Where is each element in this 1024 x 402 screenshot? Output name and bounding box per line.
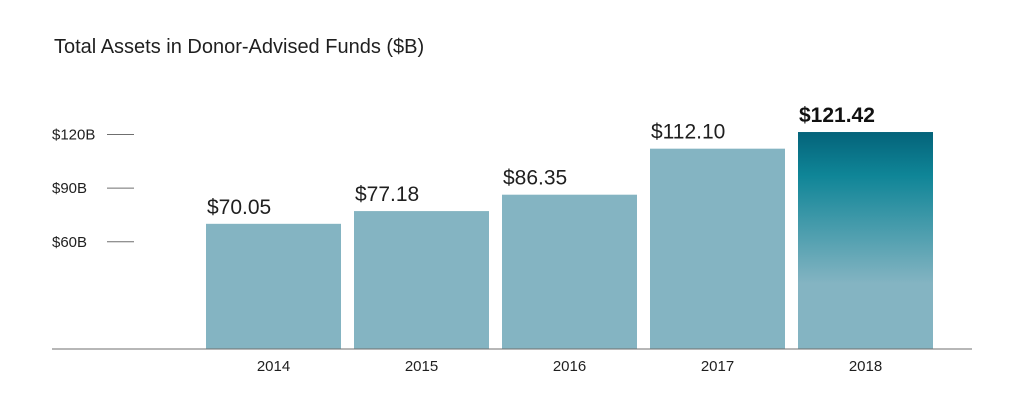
y-tick-label: $60B bbox=[52, 234, 87, 251]
bar-2014 bbox=[206, 223, 341, 349]
x-tick-label: 2014 bbox=[257, 358, 290, 375]
bar-2016 bbox=[502, 194, 637, 349]
x-tick-label: 2016 bbox=[553, 358, 586, 375]
y-tick-label: $120B bbox=[52, 127, 95, 144]
x-tick-label: 2017 bbox=[701, 358, 734, 375]
bar-value-label: $121.42 bbox=[799, 104, 875, 127]
bar-value-label: $112.10 bbox=[651, 121, 725, 144]
y-axis: $60B $90B $120B bbox=[52, 127, 134, 251]
x-axis: 2014 2015 2016 2017 2018 bbox=[52, 348, 972, 375]
bar-2015 bbox=[354, 211, 489, 349]
bars: $70.05 $77.18 $86.35 $112.10 $121.42 bbox=[206, 104, 933, 349]
bar-value-label: $86.35 bbox=[503, 167, 567, 190]
bar-2018 bbox=[798, 132, 933, 349]
chart-title: Total Assets in Donor-Advised Funds ($B) bbox=[54, 36, 425, 58]
x-tick-label: 2015 bbox=[405, 358, 438, 375]
y-tick-label: $90B bbox=[52, 180, 87, 197]
bar-value-label: $70.05 bbox=[207, 196, 271, 219]
bar-value-label: $77.18 bbox=[355, 183, 419, 206]
x-tick-label: 2018 bbox=[849, 358, 882, 375]
bar-2017 bbox=[650, 148, 785, 349]
